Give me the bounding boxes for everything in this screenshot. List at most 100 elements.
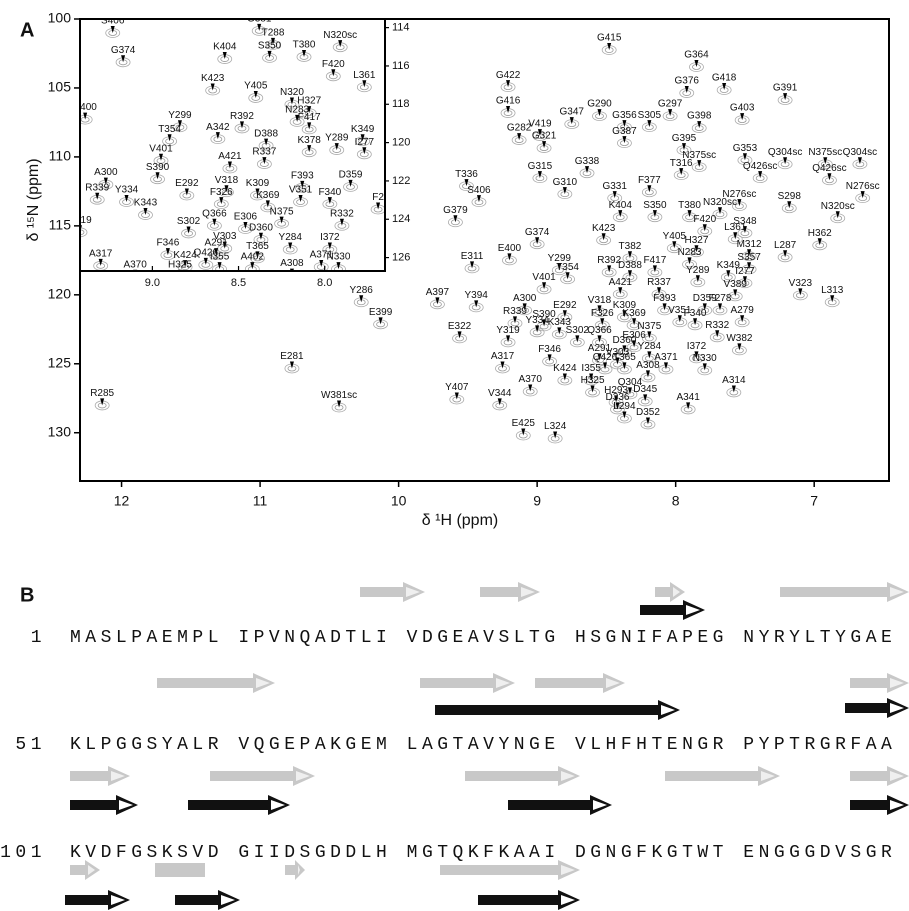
peak-marker [103, 177, 108, 185]
peak-marker [830, 295, 835, 303]
peak-label: K369 [622, 308, 646, 319]
peak-marker [601, 233, 606, 241]
peak-label: F346 [156, 238, 179, 249]
peak-label: E425 [512, 418, 536, 429]
peak-label: N375sc [682, 150, 716, 161]
peak-marker [243, 222, 248, 230]
peak-label: V401 [149, 143, 173, 154]
peak-label: W381sc [321, 390, 357, 401]
peak-label: K404 [213, 42, 237, 53]
peak-label: H327 [684, 235, 708, 246]
peak-label: E306 [622, 330, 646, 341]
inset-y-tick-label: 116 [392, 60, 410, 72]
peak-marker [597, 335, 602, 343]
peak-label: T365 [613, 352, 636, 363]
peak-marker [307, 122, 312, 130]
strand-arrow [640, 600, 705, 620]
peak-marker [589, 373, 594, 381]
peak-label: A300 [513, 293, 537, 304]
peak-marker [652, 210, 657, 218]
peak-marker [737, 343, 742, 351]
strand-arrow-head [890, 771, 904, 781]
peak-label: K343 [134, 198, 158, 209]
peak-marker [681, 143, 686, 151]
peak-label: D345 [633, 384, 657, 395]
peak-marker [694, 245, 699, 253]
peak-label: Y284 [638, 341, 662, 352]
x-tick-label: 7 [810, 493, 818, 509]
peak-marker [731, 385, 736, 393]
peak-marker [622, 120, 627, 128]
inset-plot: S406 79 G381 T288 S350 T380 N320sc K404 F420 L361… [61, 19, 385, 271]
peak-label: F393 [653, 293, 676, 304]
strand-arrow [285, 860, 305, 880]
peak-label: A370 [519, 374, 543, 385]
peak-marker [258, 232, 263, 240]
peak-label: S357 [737, 252, 761, 263]
peak-marker [64, 54, 68, 61]
peak-label: K343 [548, 317, 572, 328]
peak-marker [817, 238, 822, 246]
peak-marker [722, 83, 727, 91]
peak-marker [376, 202, 381, 210]
peak-label: Q366 [202, 208, 227, 219]
peak-marker [627, 270, 632, 278]
peak-marker [737, 199, 742, 207]
peak-label: F420 [322, 59, 345, 70]
peak-marker [694, 351, 699, 359]
peak-label: Y334 [525, 315, 549, 326]
peak-marker [506, 106, 511, 114]
peak-label: A317 [89, 248, 113, 259]
peak-marker [702, 224, 707, 232]
peak-label: R392 [597, 255, 621, 266]
strand-arrow-head [221, 895, 235, 905]
peak-label: W382 [726, 333, 753, 344]
strand-arrow-head [890, 800, 904, 810]
contour [80, 229, 85, 236]
peak-label: K424 [553, 363, 577, 374]
peak-label: 79 [61, 44, 73, 55]
strand-arrow [850, 766, 909, 786]
inset-y-tick-label: 124 [392, 213, 410, 225]
peak-label: H325 [168, 259, 192, 270]
peak-label: G376 [675, 76, 700, 87]
peak-marker [464, 179, 469, 187]
peak-label: G347 [560, 107, 585, 118]
peak-marker [547, 354, 552, 362]
peak-label: K369 [256, 190, 280, 201]
peak-label: G415 [597, 33, 622, 44]
peak-label: R339 [503, 306, 527, 317]
peak-marker [337, 400, 342, 408]
peak-marker [155, 172, 160, 180]
peak-marker [618, 287, 623, 295]
peak-label: I372 [320, 232, 340, 243]
peak-marker [632, 340, 637, 348]
strand-arrow-head [890, 587, 904, 597]
peak-marker [553, 431, 558, 439]
peak-marker [474, 300, 479, 308]
peak-marker [327, 197, 332, 205]
peak-marker [165, 248, 170, 256]
sequence-text: KLPGGSYALR VQGEPAKGEM LAGTAVYNGE VLHFHTE… [70, 735, 896, 755]
inset-y-tick-label: 120 [392, 137, 410, 149]
peak-marker [255, 188, 260, 196]
y-axis-label: δ ¹⁵N (ppm) [25, 158, 42, 241]
peak-marker [270, 37, 275, 45]
peak-marker [632, 318, 637, 326]
x-tick-label: 11 [253, 493, 268, 509]
peak-label: V303 [606, 347, 630, 358]
peak-marker [647, 351, 652, 359]
strand-arrow-head [88, 865, 95, 875]
peak-marker [253, 90, 258, 98]
strand-arrow-head [593, 800, 607, 810]
strand-arrow-head [111, 895, 125, 905]
inset-y-tick-label: 118 [392, 98, 410, 110]
peak-marker [288, 242, 293, 250]
peak-label: G374 [111, 45, 136, 56]
peak-label: V419 [528, 119, 552, 130]
strand-arrow-head [406, 587, 420, 597]
inset-background [80, 19, 385, 271]
peak-label: F420 [693, 214, 716, 225]
peak-marker [668, 109, 673, 117]
